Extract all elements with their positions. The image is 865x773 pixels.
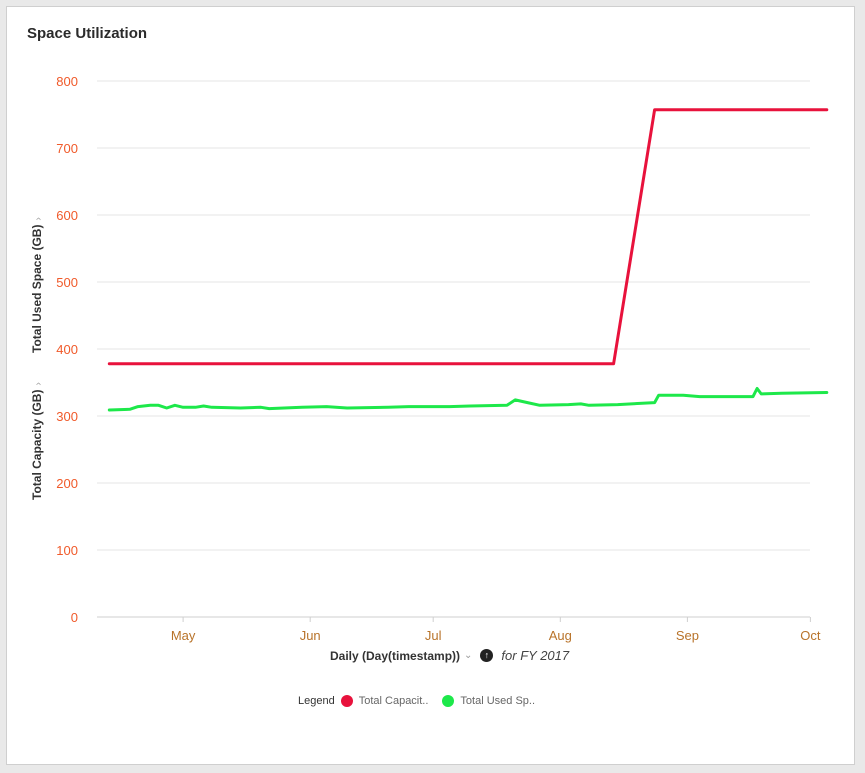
legend-title: Legend: [298, 695, 335, 707]
x-tick-label: Jun: [300, 628, 321, 643]
y-axis-title-used-label: Total Used Space (GB): [30, 224, 44, 353]
x-axis-title: Daily (Day(timestamp)) ⌄ ↑ for FY 2017: [330, 648, 569, 663]
legend-item-used[interactable]: Total Used Sp..: [460, 695, 536, 707]
chevron-icon: ›: [33, 217, 44, 221]
x-tick-label: Oct: [800, 628, 821, 643]
period-label: for FY 2017: [501, 648, 570, 663]
y-tick-label: 700: [56, 141, 78, 156]
y-axis-title-used[interactable]: Total Used Space (GB) ›: [30, 217, 44, 353]
card-title: Space Utilization: [27, 25, 148, 42]
legend-swatch-capacity: [340, 695, 353, 707]
y-tick-label: 800: [56, 74, 78, 89]
y-tick-label: 100: [56, 543, 78, 558]
y-tick-label: 300: [56, 409, 78, 424]
y-tick-label: 0: [71, 610, 78, 625]
legend-swatch-used: [442, 695, 455, 707]
chevron-down-icon[interactable]: ⌄: [464, 650, 473, 661]
y-axis-title-capacity-label: Total Capacity (GB): [30, 389, 44, 500]
x-tick-label: Aug: [549, 628, 572, 643]
legend-item-capacity[interactable]: Total Capacit..: [358, 695, 429, 707]
y-axis-title-capacity[interactable]: Total Capacity (GB) ›: [30, 382, 44, 500]
legend: Legend Total Capacit.. Total Used Sp..: [298, 695, 543, 707]
y-tick-label: 400: [56, 342, 78, 357]
x-tick-label: Sep: [676, 628, 699, 643]
chevron-icon: ›: [33, 382, 44, 386]
chart-card: Space Utilization: [6, 6, 855, 765]
y-tick-label: 500: [56, 275, 78, 290]
x-axis-label[interactable]: Daily (Day(timestamp)): [330, 648, 461, 663]
y-tick-label: 200: [56, 476, 78, 491]
series-line-total-capacity: [107, 108, 829, 366]
x-tick-label: May: [171, 628, 196, 643]
y-tick-label: 600: [56, 208, 78, 223]
x-tick-label: Jul: [425, 628, 442, 643]
series-line-total-used-space: [107, 387, 829, 412]
sort-ascending-icon[interactable]: ↑: [480, 649, 494, 662]
